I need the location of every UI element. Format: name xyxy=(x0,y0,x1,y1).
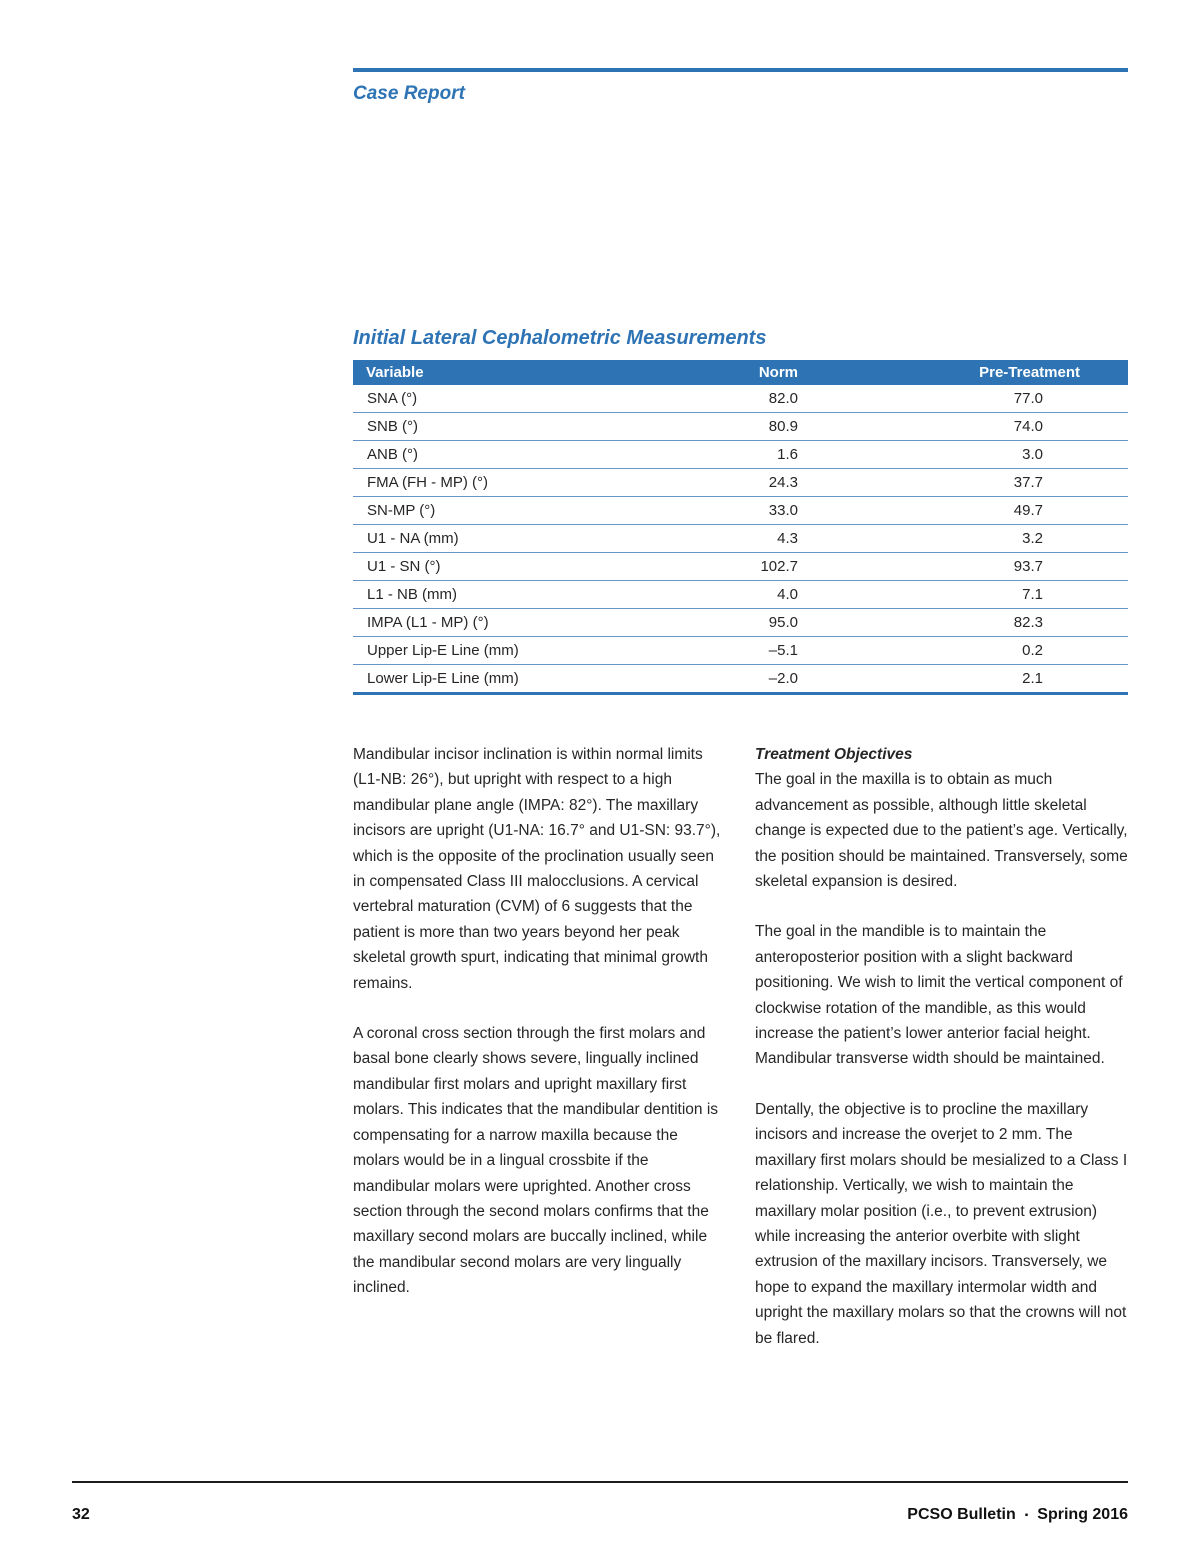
body-paragraph: The goal in the mandible is to maintain … xyxy=(755,923,1123,1068)
cell-variable: ANB (°) xyxy=(353,440,653,469)
square-bullet-icon: ▪ xyxy=(1024,1510,1029,1521)
cell-norm: 4.0 xyxy=(653,580,810,609)
cell-pretreatment: 93.7 xyxy=(810,552,1128,581)
body-paragraph: Dentally, the objective is to procline t… xyxy=(755,1100,1128,1347)
cell-norm: –5.1 xyxy=(653,636,810,665)
right-text-column: Treatment Objectives The goal in the max… xyxy=(755,742,1128,1376)
cell-norm: –2.0 xyxy=(768,670,798,687)
cell-norm: 95.0 xyxy=(653,608,810,637)
cell-pretreatment: 49.7 xyxy=(810,496,1128,525)
table-header: Variable Norm Pre-Treatment xyxy=(353,360,1128,385)
cell-pretreatment: 3.2 xyxy=(810,524,1128,553)
cell-variable: SNA (°) xyxy=(353,385,653,413)
cell-pretreatment: 74.0 xyxy=(810,412,1128,441)
table-body: SNA (°) 82.0 77.0 SNB (°) 80.9 74.0 ANB … xyxy=(353,385,1128,694)
footer-issue: Spring 2016 xyxy=(1037,1506,1128,1523)
cell-pretreatment: 7.1 xyxy=(810,580,1128,609)
table-row: SN-MP (°) 33.0 49.7 xyxy=(353,496,1128,525)
table-row: U1 - SN (°) 102.7 93.7 xyxy=(353,552,1128,581)
footer-bulletin-name: PCSO Bulletin xyxy=(907,1506,1016,1523)
table-row: SNB (°) 80.9 74.0 xyxy=(353,412,1128,441)
body-paragraph: Mandibular incisor inclination is within… xyxy=(353,746,721,992)
section-label: Case Report xyxy=(353,83,465,104)
table-row: U1 - NA (mm) 4.3 3.2 xyxy=(353,524,1128,553)
body-paragraph: The goal in the maxilla is to obtain as … xyxy=(755,771,1128,891)
cell-pretreatment: 82.3 xyxy=(810,608,1128,637)
table-row: IMPA (L1 - MP) (°) 95.0 82.3 xyxy=(353,608,1128,637)
cell-variable: FMA (FH - MP) (°) xyxy=(353,468,653,497)
cell-norm: 24.3 xyxy=(653,468,810,497)
cell-norm: 82.0 xyxy=(653,385,810,413)
table-header-row: Variable Norm Pre-Treatment xyxy=(353,360,1128,385)
treatment-objectives-heading: Treatment Objectives xyxy=(755,746,913,763)
cell-variable: SNB (°) xyxy=(353,412,653,441)
cell-norm: 4.3 xyxy=(653,524,810,553)
table-row: Lower Lip-E Line (mm) –2.0 2.1 xyxy=(353,665,1128,694)
column-header-variable: Variable xyxy=(353,360,653,385)
table-row: ANB (°) 1.6 3.0 xyxy=(353,440,1128,469)
cell-variable: SN-MP (°) xyxy=(353,496,653,525)
cell-variable: IMPA (L1 - MP) (°) xyxy=(353,608,653,637)
page-number: 32 xyxy=(72,1506,90,1523)
cell-pretreatment: 37.7 xyxy=(810,468,1128,497)
table-row: FMA (FH - MP) (°) 24.3 37.7 xyxy=(353,468,1128,497)
cell-variable: Lower Lip-E Line (mm) xyxy=(367,670,519,687)
footer-publication-info: PCSO Bulletin ▪ Spring 2016 xyxy=(907,1506,1128,1524)
cell-variable: Upper Lip-E Line (mm) xyxy=(353,636,653,665)
measurements-table: Variable Norm Pre-Treatment SNA (°) 82.0… xyxy=(353,360,1128,695)
column-header-pretreatment: Pre-Treatment xyxy=(810,360,1128,385)
cell-norm: 80.9 xyxy=(653,412,810,441)
cell-pretreatment: 77.0 xyxy=(810,385,1128,413)
cell-norm: 1.6 xyxy=(653,440,810,469)
table-row: L1 - NB (mm) 4.0 7.1 xyxy=(353,580,1128,609)
cell-pretreatment: 2.1 xyxy=(1022,670,1043,687)
cell-variable: U1 - NA (mm) xyxy=(353,524,653,553)
cell-variable: U1 - SN (°) xyxy=(353,552,653,581)
cell-pretreatment: 0.2 xyxy=(810,636,1128,665)
cell-norm: 33.0 xyxy=(653,496,810,525)
left-text-column: Mandibular incisor inclination is within… xyxy=(353,742,721,1376)
cell-variable: L1 - NB (mm) xyxy=(353,580,653,609)
footer-rule xyxy=(72,1481,1128,1483)
table-row: SNA (°) 82.0 77.0 xyxy=(353,385,1128,413)
table-title: Initial Lateral Cephalometric Measuremen… xyxy=(353,327,767,349)
cell-pretreatment: 3.0 xyxy=(810,440,1128,469)
body-text-columns: Mandibular incisor inclination is within… xyxy=(353,742,1128,1376)
column-header-norm: Norm xyxy=(653,360,810,385)
body-paragraph: A coronal cross section through the firs… xyxy=(353,1025,719,1297)
table-row: Upper Lip-E Line (mm) –5.1 0.2 xyxy=(353,636,1128,665)
cell-norm: 102.7 xyxy=(653,552,810,581)
section-divider-rule xyxy=(353,68,1128,72)
